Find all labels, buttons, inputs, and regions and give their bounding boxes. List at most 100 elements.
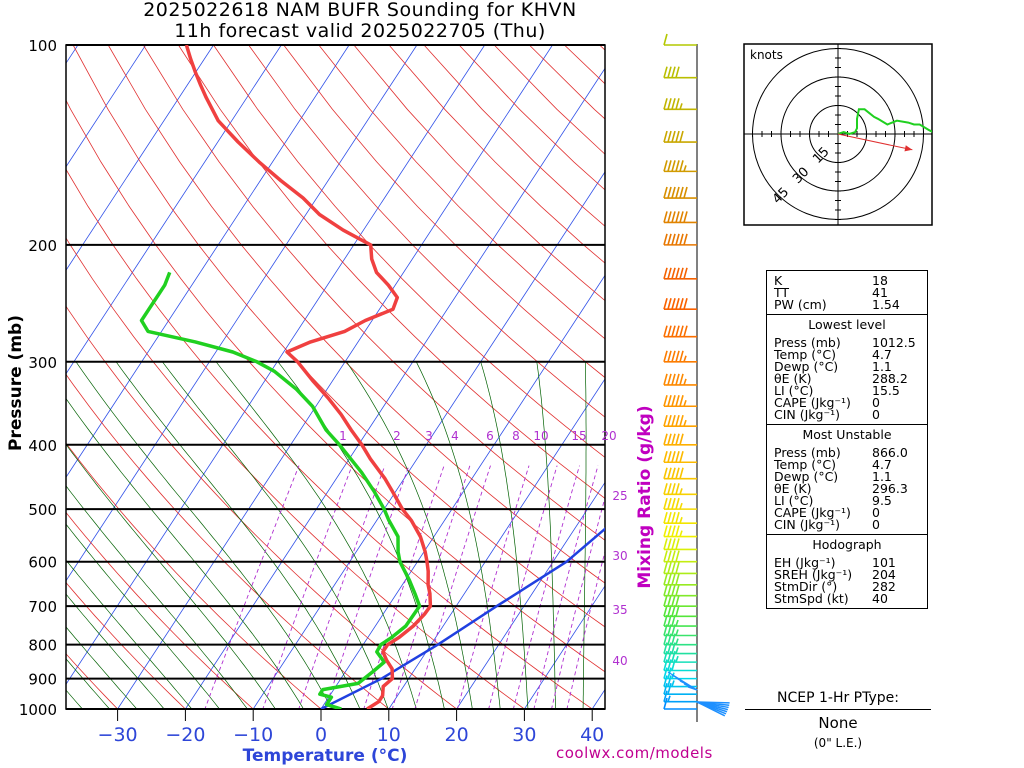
temperature-tick-label: 0 [315,724,327,746]
moist-adiabat-line [162,361,389,709]
mixing-ratio-label: 40 [612,654,627,668]
dry-adiabat-line [66,373,390,709]
moist-adiabat-line [66,443,276,709]
index-row: CAPE (Jkg⁻¹) 0 [774,395,880,410]
mixing-ratio-line [551,496,605,709]
most-unstable-section: Most Unstable Press (mb) 866.0 Temp (°C) 4… [767,424,927,534]
isotherm-line [66,45,418,582]
wind-barb [663,550,697,563]
x-axis-label: Temperature (°C) [243,746,408,766]
index-row: CIN (Jkg⁻¹) 0 [774,407,880,422]
mixing-ratio-axis-label: Mixing Ratio (g/kg) [635,405,655,588]
pressure-tick-label: 800 [28,637,57,655]
index-row: LI (°C) 15.5 [774,383,900,398]
wind-barb [663,697,697,710]
wind-barb [663,186,697,199]
mixing-ratio-label: 10 [533,429,548,443]
dry-adiabat-line [107,45,605,584]
index-row: Press (mb) 1012.5 [774,335,916,350]
wind-barb [663,414,697,427]
dry-adiabat-line [66,237,526,709]
temperature-tick-label: 30 [512,724,536,746]
wind-barb [663,325,697,338]
mixing-ratio-line [324,465,410,709]
mixing-ratio-line [363,465,445,709]
wind-barb [663,373,697,386]
chart-subtitle: 11h forecast valid 2025022705 (Thu) [174,20,546,42]
storm-motion-arrowhead [904,145,913,152]
wind-barb [663,584,697,597]
ptype-value: None [818,714,858,732]
wind-barb [663,511,697,524]
dry-adiabat-line [66,168,593,709]
mixing-ratio-label: 35 [612,603,627,617]
wind-barb [663,467,697,480]
wind-barb [663,659,697,672]
wind-barb [663,350,697,363]
pressure-tick-label: 200 [28,237,57,255]
dry-adiabat-line [66,99,605,673]
dry-adiabat-line [66,582,186,709]
wind-barb [663,538,697,551]
pressure-tick-label: 700 [28,598,57,616]
isotherm-line [66,45,147,168]
wind-barb [663,395,697,408]
indices-panel: K 18 TT 41 PW (cm) 1.54 Lowest level Press … [766,270,928,609]
dry-adiabat-line [66,653,119,709]
wind-barb [663,594,697,607]
isotherm-line [456,481,605,709]
dry-adiabat-line [283,45,605,379]
ptype-liquid-equivalent: (0" L.E.) [813,736,863,750]
y-axis-label: Pressure (mb) [6,315,26,451]
mixing-ratio-label: 8 [512,429,520,443]
hodograph-section: Hodograph EH (Jkg⁻¹) 101 SREH (Jkg⁻¹) 204 … [767,534,927,608]
mixing-ratio-label: 30 [612,549,627,563]
section-title: Lowest level [808,317,886,332]
pressure-tick-label: 900 [28,671,57,689]
dry-adiabat-line [458,45,605,191]
wind-barb [687,686,698,691]
pressure-tick-label: 1000 [19,701,57,719]
isotherm-line [66,45,214,271]
mixing-ratio-label: 1 [339,429,347,443]
wind-barb [663,573,697,586]
index-row: StmSpd (kt) 40 [774,591,888,606]
mixing-ratio-line [414,465,491,709]
temperature-tick-label: −20 [165,724,205,746]
index-row: LI (°C) 9.5 [774,493,892,508]
index-row: Press (mb) 866.0 [774,445,908,460]
mixing-ratio-label: 20 [601,429,616,443]
section-title: Most Unstable [802,427,892,442]
wind-barb [663,233,697,246]
wind-barb [663,483,697,496]
site-credit: coolwx.com/models [556,744,713,762]
wind-barb [663,525,697,538]
section-title: Hodograph [812,537,882,552]
isotherm-line [388,378,605,709]
moist-adiabat-line [66,397,304,709]
wind-barb [663,267,697,280]
isotherm-line [66,45,350,478]
index-row: Temp (°C) 4.7 [774,457,892,472]
moist-adiabat-line [66,485,248,709]
moist-adiabat-line [277,361,445,709]
moist-adiabat-line [215,361,417,709]
temperature-tick-label: 20 [445,724,469,746]
parcel-line [320,527,605,709]
pressure-tick-label: 600 [28,554,57,572]
wind-barb [663,605,697,618]
index-row: PW (cm) 1.54 [774,297,900,312]
indices-summary: K 18 TT 41 PW (cm) 1.54 [767,271,927,314]
moist-adiabat-line [75,361,333,709]
pressure-tick-label: 400 [28,437,57,455]
index-row: θE (K) 288.2 [774,371,908,386]
mixing-ratio-line [488,465,558,709]
wind-barb [663,298,697,311]
wind-barb [663,433,697,446]
temperature-tick-label: 10 [377,724,401,746]
moist-adiabat-line [66,593,165,709]
moist-adiabat-line [582,361,587,709]
mixing-ratio-label: 3 [425,429,433,443]
isotherm-line [66,45,282,375]
